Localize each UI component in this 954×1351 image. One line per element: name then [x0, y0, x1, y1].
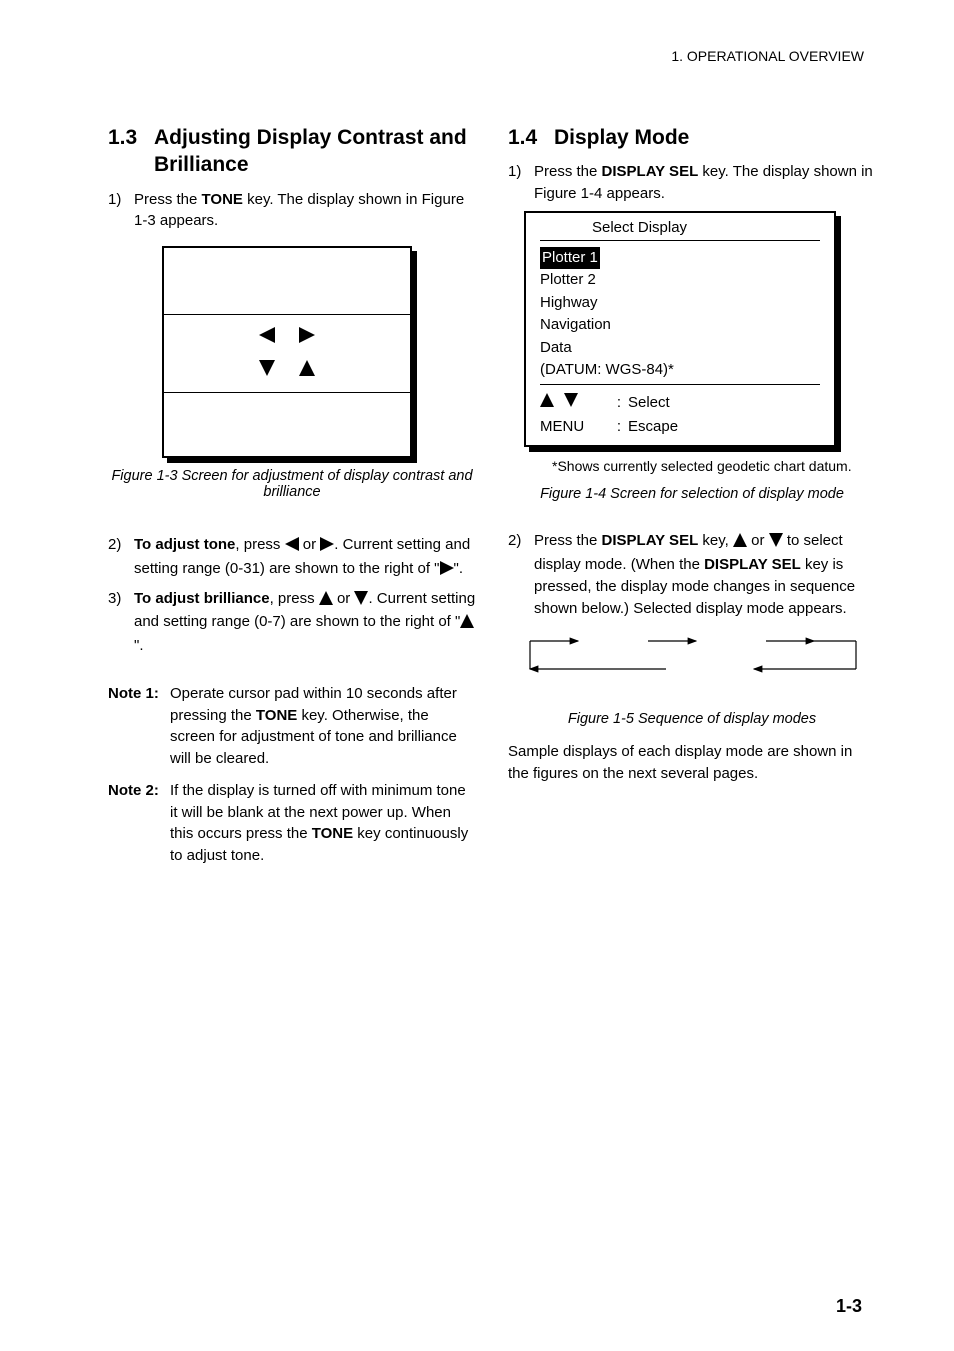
tone-key-label: TONE [312, 825, 353, 842]
display-sel-key-label: DISPLAY SEL [704, 556, 801, 573]
colon: : [610, 415, 628, 439]
text: , press [270, 590, 319, 607]
triangle-up-icon [460, 615, 474, 632]
text-lead: To adjust brilliance [134, 590, 270, 607]
tone-display-box [162, 246, 412, 458]
select-display-title: Select Display [540, 219, 820, 236]
select-item-datum: (DATUM: WGS-84)* [540, 359, 820, 382]
menu-label: MENU [540, 415, 610, 439]
triangle-left-icon [285, 538, 299, 555]
text: Press the [534, 163, 602, 180]
text: or [333, 590, 355, 607]
select-display-figure: Select Display Plotter 1 Plotter 2 Highw… [524, 211, 844, 447]
triangle-up-icon [540, 391, 554, 415]
colon: : [610, 391, 628, 415]
triangle-up-icon [733, 534, 747, 551]
right-step-1: 1) Press the DISPLAY SEL key. The displa… [508, 161, 876, 205]
step-marker: 1) [108, 189, 134, 233]
tone-figure-caption: Figure 1-3 Screen for adjustment of disp… [108, 468, 476, 500]
heading-text: Display Mode [554, 124, 689, 151]
heading-number: 1.4 [508, 124, 554, 151]
left-step-2: 2) To adjust tone, press or . Current se… [108, 534, 476, 582]
sequence-figure-caption: Figure 1-5 Sequence of display modes [508, 711, 876, 727]
step-marker: 3) [108, 588, 134, 657]
triangle-down-icon [354, 592, 368, 609]
running-header: 1. OPERATIONAL OVERVIEW [671, 48, 864, 64]
note-1: Note 1: Operate cursor pad within 10 sec… [108, 683, 476, 770]
text: Press the [534, 532, 602, 549]
select-label: Select [628, 391, 670, 415]
heading-number: 1.3 [108, 124, 154, 151]
note-marker: Note 2: [108, 780, 170, 867]
step-marker: 2) [508, 530, 534, 619]
left-column: 1.3 Adjusting Display Contrast and Brill… [108, 124, 476, 877]
display-sel-key-label: DISPLAY SEL [602, 532, 699, 549]
tone-key-label: TONE [202, 191, 243, 208]
triangle-up-icon [319, 592, 333, 609]
page-number: 1-3 [836, 1296, 862, 1317]
note-marker: Note 1: [108, 683, 170, 770]
select-item: Highway [540, 292, 820, 315]
text: , press [235, 536, 284, 553]
text-lead: To adjust tone [134, 536, 235, 553]
triangle-right-icon [440, 562, 454, 579]
text: or [299, 536, 321, 553]
select-item-highlighted: Plotter 1 [540, 247, 600, 270]
triangle-down-icon [564, 391, 578, 415]
note-2: Note 2: If the display is turned off wit… [108, 780, 476, 867]
text: ". [454, 560, 464, 577]
step-marker: 2) [108, 534, 134, 582]
select-item: Plotter 2 [540, 269, 820, 292]
section-1-4-heading: 1.4 Display Mode [508, 124, 876, 151]
left-step-3: 3) To adjust brilliance, press or . Curr… [108, 588, 476, 657]
step-marker: 1) [508, 161, 534, 205]
select-figure-caption: Figure 1-4 Screen for selection of displ… [508, 486, 876, 502]
triangle-right-icon [299, 327, 315, 348]
select-item: Data [540, 337, 820, 360]
text: or [747, 532, 769, 549]
escape-label: Escape [628, 415, 678, 439]
sequence-figure [508, 627, 868, 707]
text: ". [134, 637, 144, 654]
text: Press the [134, 191, 202, 208]
tone-key-label: TONE [256, 707, 297, 724]
closing-paragraph: Sample displays of each display mode are… [508, 741, 876, 785]
section-1-3-heading: 1.3 Adjusting Display Contrast and Brill… [108, 124, 476, 179]
left-step-1: 1) Press the TONE key. The display shown… [108, 189, 476, 233]
triangle-up-icon [299, 360, 315, 381]
triangle-down-icon [259, 360, 275, 381]
triangle-right-icon [320, 538, 334, 555]
text: key, [698, 532, 733, 549]
right-step-2: 2) Press the DISPLAY SEL key, or to sele… [508, 530, 876, 619]
datum-footnote: *Shows currently selected geodetic chart… [552, 457, 876, 477]
tone-figure [162, 246, 422, 458]
triangle-down-icon [769, 534, 783, 551]
right-column: 1.4 Display Mode 1) Press the DISPLAY SE… [508, 124, 876, 877]
triangle-left-icon [259, 327, 275, 348]
heading-text: Adjusting Display Contrast and Brillianc… [154, 124, 476, 179]
display-sel-key-label: DISPLAY SEL [602, 163, 699, 180]
select-item: Navigation [540, 314, 820, 337]
